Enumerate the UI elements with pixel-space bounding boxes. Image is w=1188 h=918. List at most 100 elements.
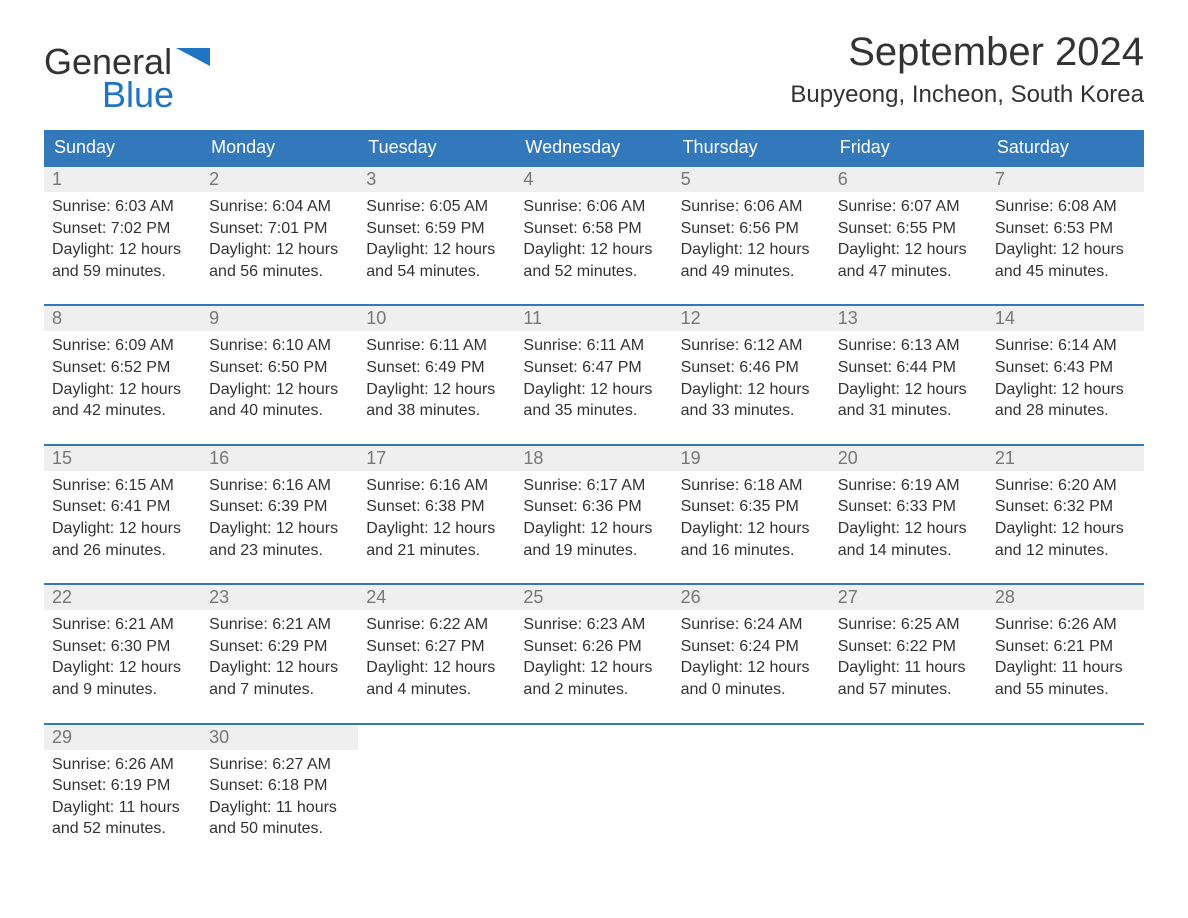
- day-cell: 10Sunrise: 6:11 AMSunset: 6:49 PMDayligh…: [358, 306, 515, 425]
- dow-thursday: Thursday: [673, 130, 830, 165]
- daylight-line: Daylight: 12 hours: [838, 239, 979, 261]
- daylight-line: and 19 minutes.: [523, 540, 664, 562]
- calendar: Sunday Monday Tuesday Wednesday Thursday…: [44, 130, 1144, 844]
- day-cell: 1Sunrise: 6:03 AMSunset: 7:02 PMDaylight…: [44, 167, 201, 286]
- week-row: 8Sunrise: 6:09 AMSunset: 6:52 PMDaylight…: [44, 304, 1144, 425]
- daylight-line: and 14 minutes.: [838, 540, 979, 562]
- sunset-line: Sunset: 6:47 PM: [523, 357, 664, 379]
- daylight-line: Daylight: 12 hours: [995, 379, 1136, 401]
- daylight-line: Daylight: 11 hours: [52, 797, 193, 819]
- daylight-line: and 47 minutes.: [838, 261, 979, 283]
- day-number: 1: [44, 167, 201, 192]
- day-number: 12: [673, 306, 830, 331]
- weeks-container: 1Sunrise: 6:03 AMSunset: 7:02 PMDaylight…: [44, 165, 1144, 844]
- daylight-line: and 55 minutes.: [995, 679, 1136, 701]
- sunset-line: Sunset: 6:19 PM: [52, 775, 193, 797]
- sunrise-line: Sunrise: 6:19 AM: [838, 475, 979, 497]
- location: Bupyeong, Incheon, South Korea: [790, 81, 1144, 109]
- day-cell: 20Sunrise: 6:19 AMSunset: 6:33 PMDayligh…: [830, 446, 987, 565]
- day-cell: 17Sunrise: 6:16 AMSunset: 6:38 PMDayligh…: [358, 446, 515, 565]
- daylight-line: Daylight: 12 hours: [366, 239, 507, 261]
- sunrise-line: Sunrise: 6:26 AM: [995, 614, 1136, 636]
- sunrise-line: Sunrise: 6:06 AM: [681, 196, 822, 218]
- day-cell: 25Sunrise: 6:23 AMSunset: 6:26 PMDayligh…: [515, 585, 672, 704]
- day-number: 27: [830, 585, 987, 610]
- logo: General Blue: [44, 46, 210, 112]
- week-row: 29Sunrise: 6:26 AMSunset: 6:19 PMDayligh…: [44, 723, 1144, 844]
- day-number: 10: [358, 306, 515, 331]
- logo-text: General Blue: [44, 46, 174, 112]
- day-number: 15: [44, 446, 201, 471]
- daylight-line: and 23 minutes.: [209, 540, 350, 562]
- day-body: Sunrise: 6:08 AMSunset: 6:53 PMDaylight:…: [987, 192, 1144, 286]
- daylight-line: Daylight: 12 hours: [209, 657, 350, 679]
- day-body: Sunrise: 6:05 AMSunset: 6:59 PMDaylight:…: [358, 192, 515, 286]
- day-cell: 11Sunrise: 6:11 AMSunset: 6:47 PMDayligh…: [515, 306, 672, 425]
- day-body: Sunrise: 6:26 AMSunset: 6:19 PMDaylight:…: [44, 750, 201, 844]
- sunrise-line: Sunrise: 6:11 AM: [366, 335, 507, 357]
- day-number: 11: [515, 306, 672, 331]
- day-body: Sunrise: 6:16 AMSunset: 6:39 PMDaylight:…: [201, 471, 358, 565]
- day-cell: 12Sunrise: 6:12 AMSunset: 6:46 PMDayligh…: [673, 306, 830, 425]
- sunset-line: Sunset: 6:22 PM: [838, 636, 979, 658]
- sunset-line: Sunset: 6:58 PM: [523, 218, 664, 240]
- daylight-line: Daylight: 12 hours: [523, 379, 664, 401]
- day-number: 25: [515, 585, 672, 610]
- day-cell: 4Sunrise: 6:06 AMSunset: 6:58 PMDaylight…: [515, 167, 672, 286]
- sunset-line: Sunset: 6:18 PM: [209, 775, 350, 797]
- day-number: 23: [201, 585, 358, 610]
- sunrise-line: Sunrise: 6:10 AM: [209, 335, 350, 357]
- sunset-line: Sunset: 6:43 PM: [995, 357, 1136, 379]
- sunrise-line: Sunrise: 6:27 AM: [209, 754, 350, 776]
- sunrise-line: Sunrise: 6:08 AM: [995, 196, 1136, 218]
- day-body: Sunrise: 6:06 AMSunset: 6:56 PMDaylight:…: [673, 192, 830, 286]
- daylight-line: and 0 minutes.: [681, 679, 822, 701]
- daylight-line: Daylight: 12 hours: [52, 518, 193, 540]
- day-number: 30: [201, 725, 358, 750]
- day-cell: 19Sunrise: 6:18 AMSunset: 6:35 PMDayligh…: [673, 446, 830, 565]
- day-number: 18: [515, 446, 672, 471]
- sunset-line: Sunset: 6:29 PM: [209, 636, 350, 658]
- day-number: 9: [201, 306, 358, 331]
- day-number: 20: [830, 446, 987, 471]
- week-row: 15Sunrise: 6:15 AMSunset: 6:41 PMDayligh…: [44, 444, 1144, 565]
- sunset-line: Sunset: 6:30 PM: [52, 636, 193, 658]
- day-body: Sunrise: 6:11 AMSunset: 6:47 PMDaylight:…: [515, 331, 672, 425]
- sunrise-line: Sunrise: 6:25 AM: [838, 614, 979, 636]
- day-cell: [515, 725, 672, 844]
- daylight-line: Daylight: 12 hours: [523, 518, 664, 540]
- daylight-line: and 31 minutes.: [838, 400, 979, 422]
- daylight-line: Daylight: 12 hours: [52, 239, 193, 261]
- day-cell: 6Sunrise: 6:07 AMSunset: 6:55 PMDaylight…: [830, 167, 987, 286]
- day-body: Sunrise: 6:16 AMSunset: 6:38 PMDaylight:…: [358, 471, 515, 565]
- dow-friday: Friday: [830, 130, 987, 165]
- sunset-line: Sunset: 6:33 PM: [838, 496, 979, 518]
- day-body: Sunrise: 6:07 AMSunset: 6:55 PMDaylight:…: [830, 192, 987, 286]
- daylight-line: Daylight: 11 hours: [209, 797, 350, 819]
- daylight-line: Daylight: 12 hours: [681, 657, 822, 679]
- sunrise-line: Sunrise: 6:13 AM: [838, 335, 979, 357]
- day-cell: 7Sunrise: 6:08 AMSunset: 6:53 PMDaylight…: [987, 167, 1144, 286]
- sunrise-line: Sunrise: 6:11 AM: [523, 335, 664, 357]
- daylight-line: and 12 minutes.: [995, 540, 1136, 562]
- sunset-line: Sunset: 6:27 PM: [366, 636, 507, 658]
- sunset-line: Sunset: 6:38 PM: [366, 496, 507, 518]
- day-body: Sunrise: 6:11 AMSunset: 6:49 PMDaylight:…: [358, 331, 515, 425]
- day-cell: 9Sunrise: 6:10 AMSunset: 6:50 PMDaylight…: [201, 306, 358, 425]
- day-body: Sunrise: 6:21 AMSunset: 6:30 PMDaylight:…: [44, 610, 201, 704]
- daylight-line: and 50 minutes.: [209, 818, 350, 840]
- daylight-line: Daylight: 12 hours: [995, 239, 1136, 261]
- daylight-line: Daylight: 12 hours: [838, 379, 979, 401]
- daylight-line: and 16 minutes.: [681, 540, 822, 562]
- day-number: 17: [358, 446, 515, 471]
- sunset-line: Sunset: 6:53 PM: [995, 218, 1136, 240]
- day-cell: 13Sunrise: 6:13 AMSunset: 6:44 PMDayligh…: [830, 306, 987, 425]
- daylight-line: and 49 minutes.: [681, 261, 822, 283]
- day-number: 24: [358, 585, 515, 610]
- day-cell: [358, 725, 515, 844]
- day-number: 28: [987, 585, 1144, 610]
- daylight-line: Daylight: 12 hours: [209, 518, 350, 540]
- day-number: 16: [201, 446, 358, 471]
- sunset-line: Sunset: 6:52 PM: [52, 357, 193, 379]
- sunrise-line: Sunrise: 6:16 AM: [209, 475, 350, 497]
